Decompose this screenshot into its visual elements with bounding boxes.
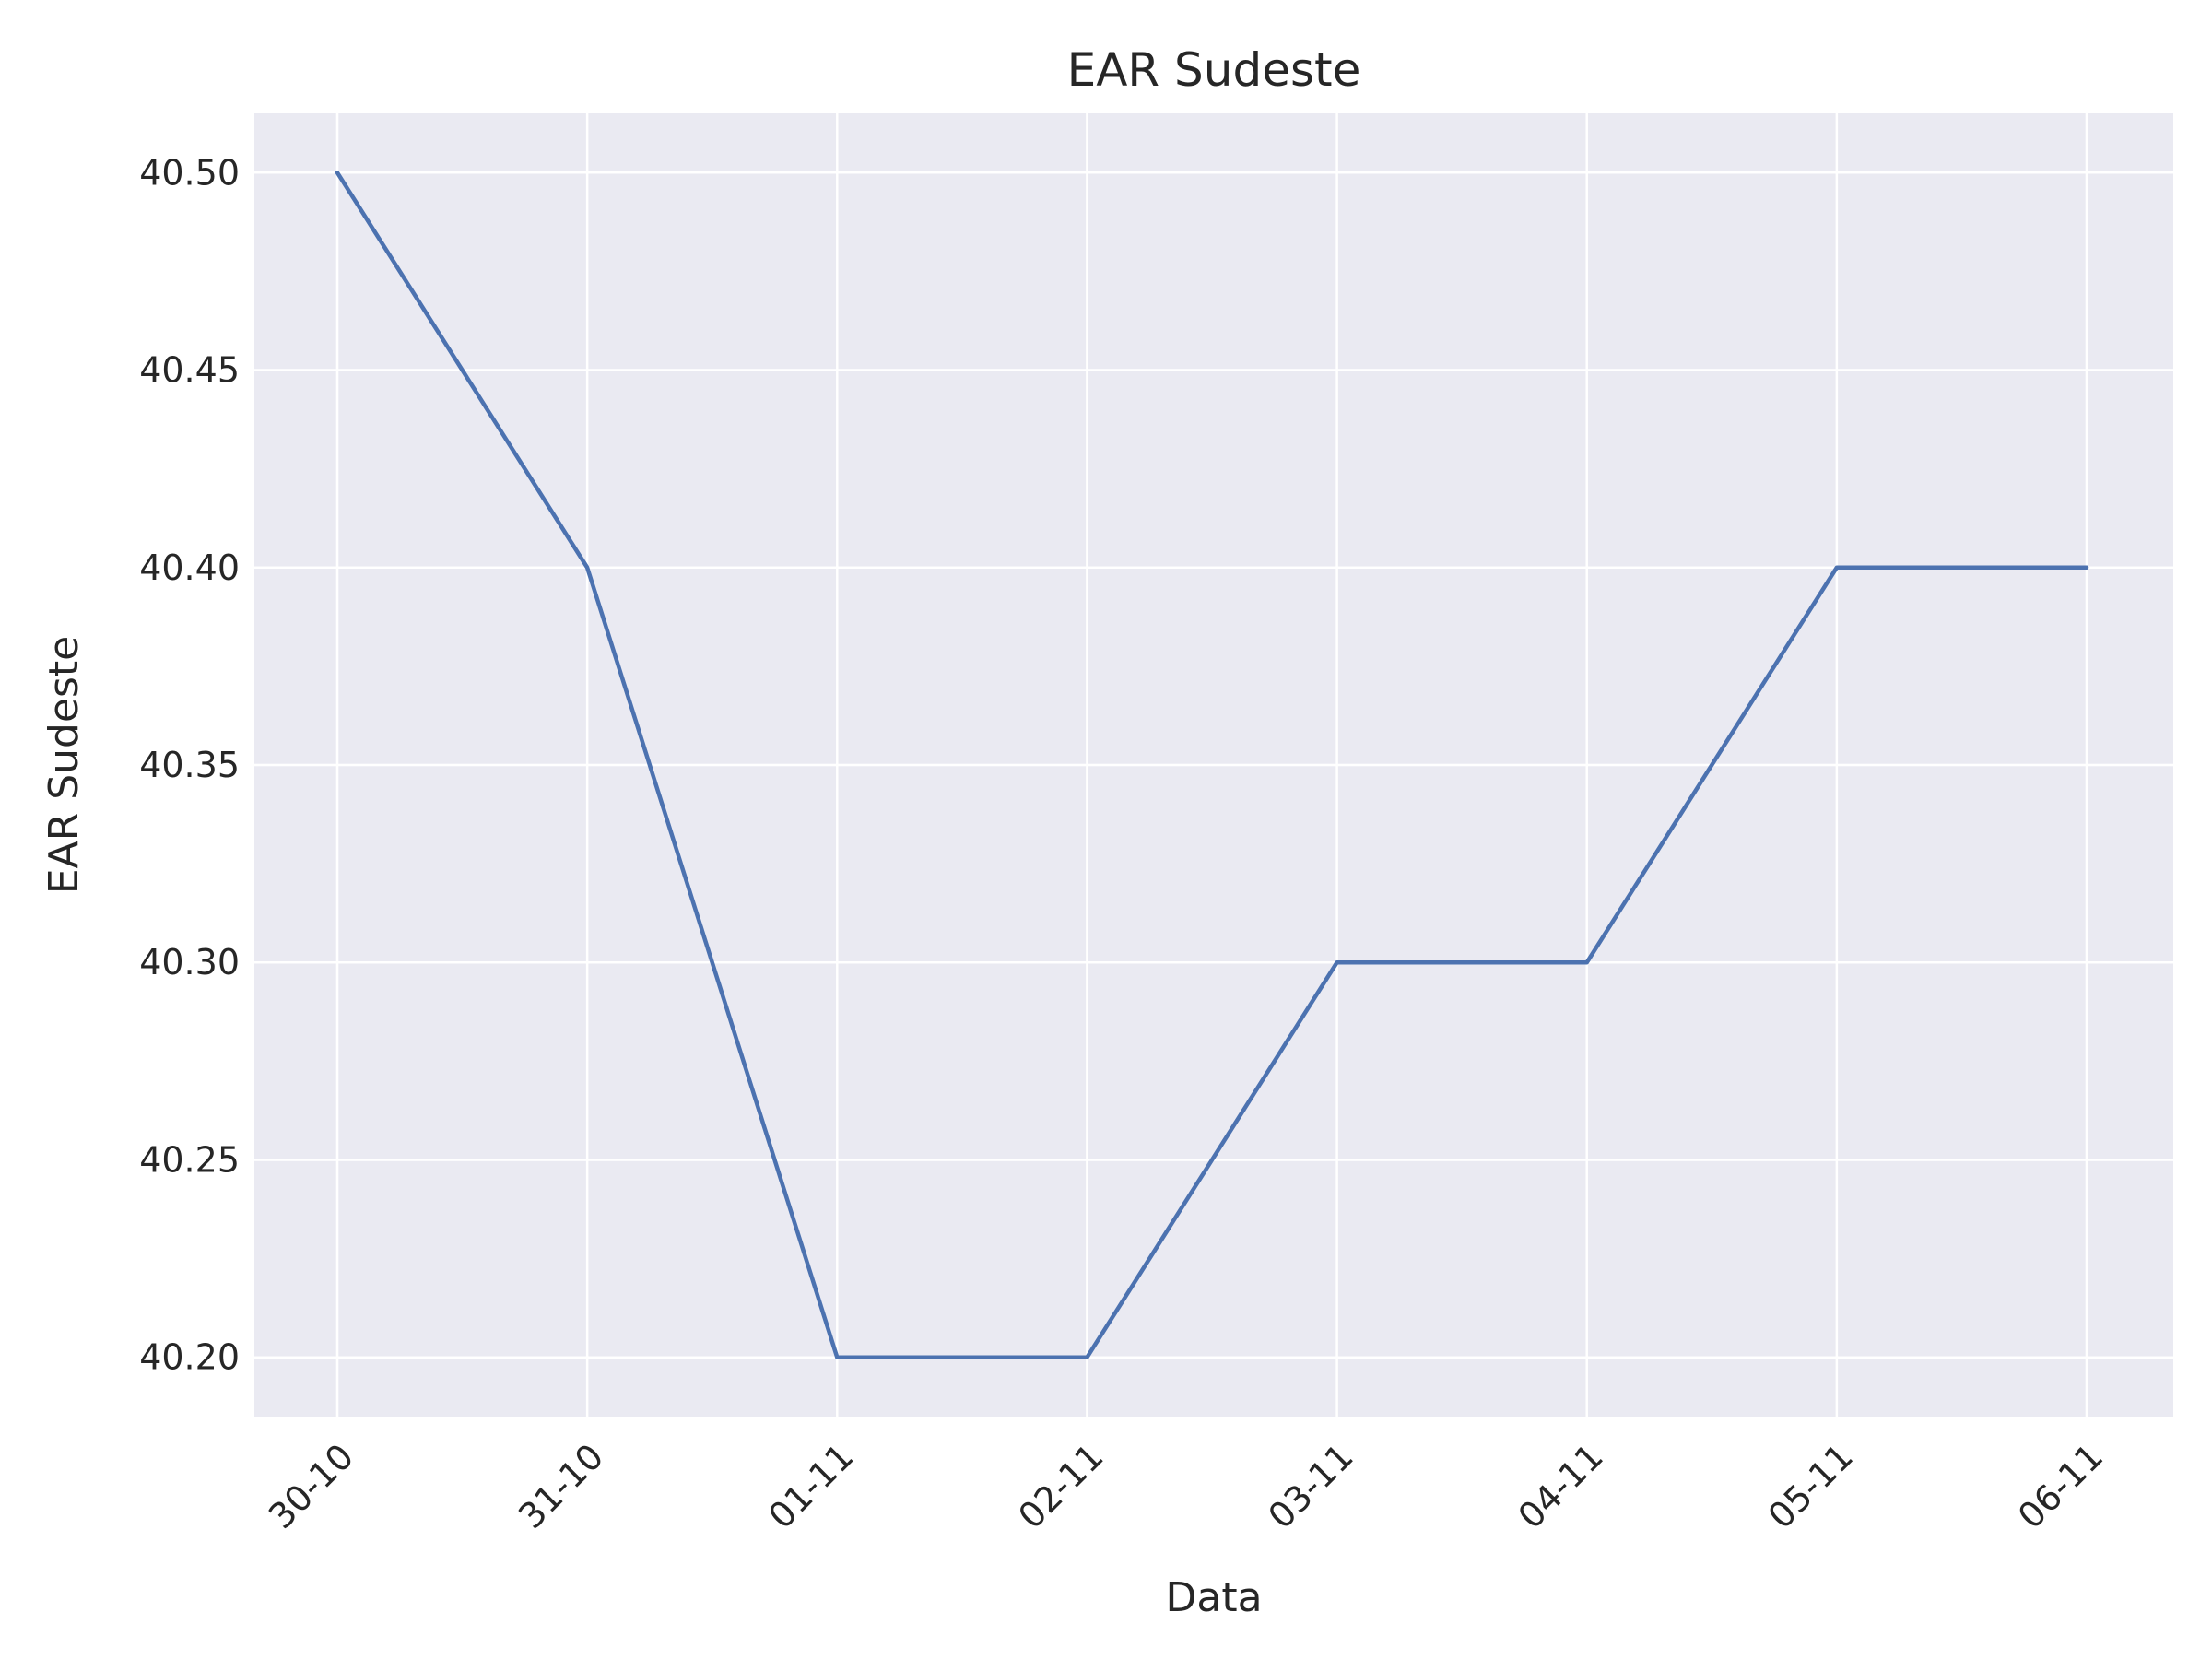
x-tick-label: 06-11 (2010, 1436, 2111, 1536)
y-tick-label: 40.35 (139, 745, 240, 785)
chart-title: EAR Sudeste (1067, 43, 1361, 97)
x-tick-label: 02-11 (1010, 1436, 1111, 1536)
y-tick-label: 40.20 (139, 1337, 240, 1378)
x-tick-label: 31-10 (511, 1436, 611, 1536)
x-tick-label: 01-11 (760, 1436, 861, 1536)
y-tick-label: 40.50 (139, 152, 240, 193)
y-tick-label: 40.40 (139, 547, 240, 588)
x-axis-label: Data (1165, 1574, 1262, 1621)
y-tick-label: 40.45 (139, 350, 240, 391)
y-axis-label: EAR Sudeste (41, 636, 88, 895)
x-tick-label: 30-10 (261, 1436, 361, 1536)
y-tick-label: 40.30 (139, 942, 240, 982)
x-tick-labels: 30-10 31-10 01-11 02-11 03-11 04-11 05-11 06-11 (261, 1436, 2111, 1536)
series-layer (335, 171, 2089, 1359)
x-tick-label: 05-11 (1760, 1436, 1861, 1536)
y-tick-label: 40.25 (139, 1139, 240, 1180)
x-tick-label: 03-11 (1261, 1436, 1361, 1536)
series-line (335, 171, 2089, 1359)
x-tick-label: 04-11 (1511, 1436, 1611, 1536)
y-tick-labels: 40.20 40.25 40.30 40.35 40.40 40.45 40.50 (139, 152, 240, 1377)
